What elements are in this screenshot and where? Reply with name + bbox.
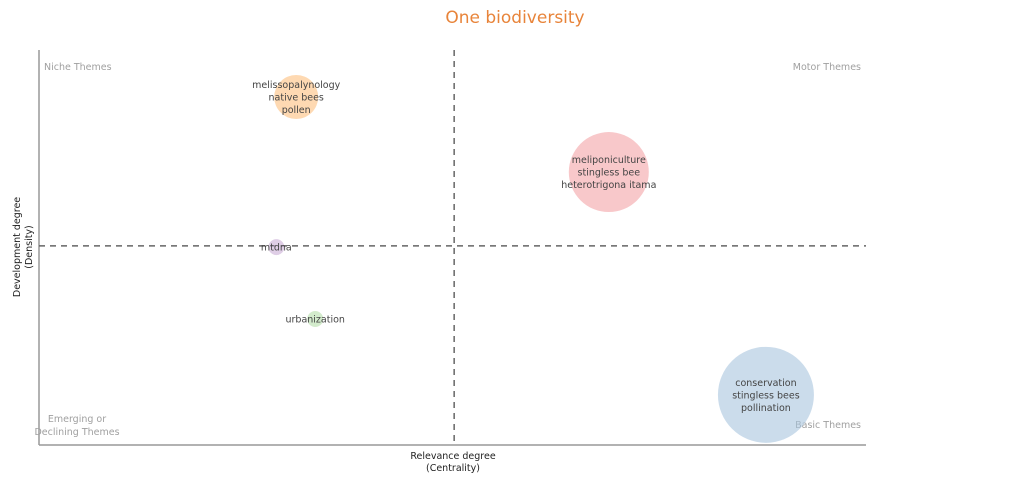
x-axis-title: Relevance degree <box>410 451 496 462</box>
bubble-0 <box>274 75 319 120</box>
quadrant-label-motor: Motor Themes <box>793 62 861 73</box>
quadrant-label-emerging: Emerging or <box>48 414 106 425</box>
bubble-label: conservation <box>735 378 796 389</box>
bubble-label: stingless bees <box>732 390 799 401</box>
bubble-label: urbanization <box>285 314 344 325</box>
bubble-label: heterotrigona itama <box>561 180 656 191</box>
chart-title: One biodiversity <box>445 8 585 28</box>
bubble-label: mtdna <box>261 243 292 254</box>
bubble-label: melissopalynology <box>252 80 341 91</box>
bubble-1 <box>568 132 649 213</box>
x-axis-title: (Centrality) <box>426 463 480 474</box>
bubble-3 <box>307 310 324 327</box>
bubble-label: pollen <box>282 105 311 116</box>
bubble-label: pollination <box>741 403 791 414</box>
bubble-label: meliponiculture <box>572 155 646 166</box>
quadrant-label-basic: Basic Themes <box>795 420 861 431</box>
bubble-4 <box>717 346 814 443</box>
y-axis-title: (Density) <box>24 225 35 269</box>
bubble-label: stingless bee <box>578 168 641 179</box>
quadrant-label-niche: Niche Themes <box>44 62 112 73</box>
y-axis-title: Development degree <box>12 197 23 297</box>
bubble-2 <box>268 239 285 256</box>
bubble-label: native bees <box>269 93 324 104</box>
quadrant-label-emerging: Declining Themes <box>34 427 119 438</box>
